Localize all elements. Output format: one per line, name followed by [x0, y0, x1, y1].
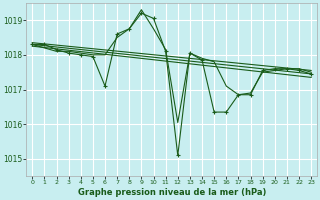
X-axis label: Graphe pression niveau de la mer (hPa): Graphe pression niveau de la mer (hPa) [77, 188, 266, 197]
